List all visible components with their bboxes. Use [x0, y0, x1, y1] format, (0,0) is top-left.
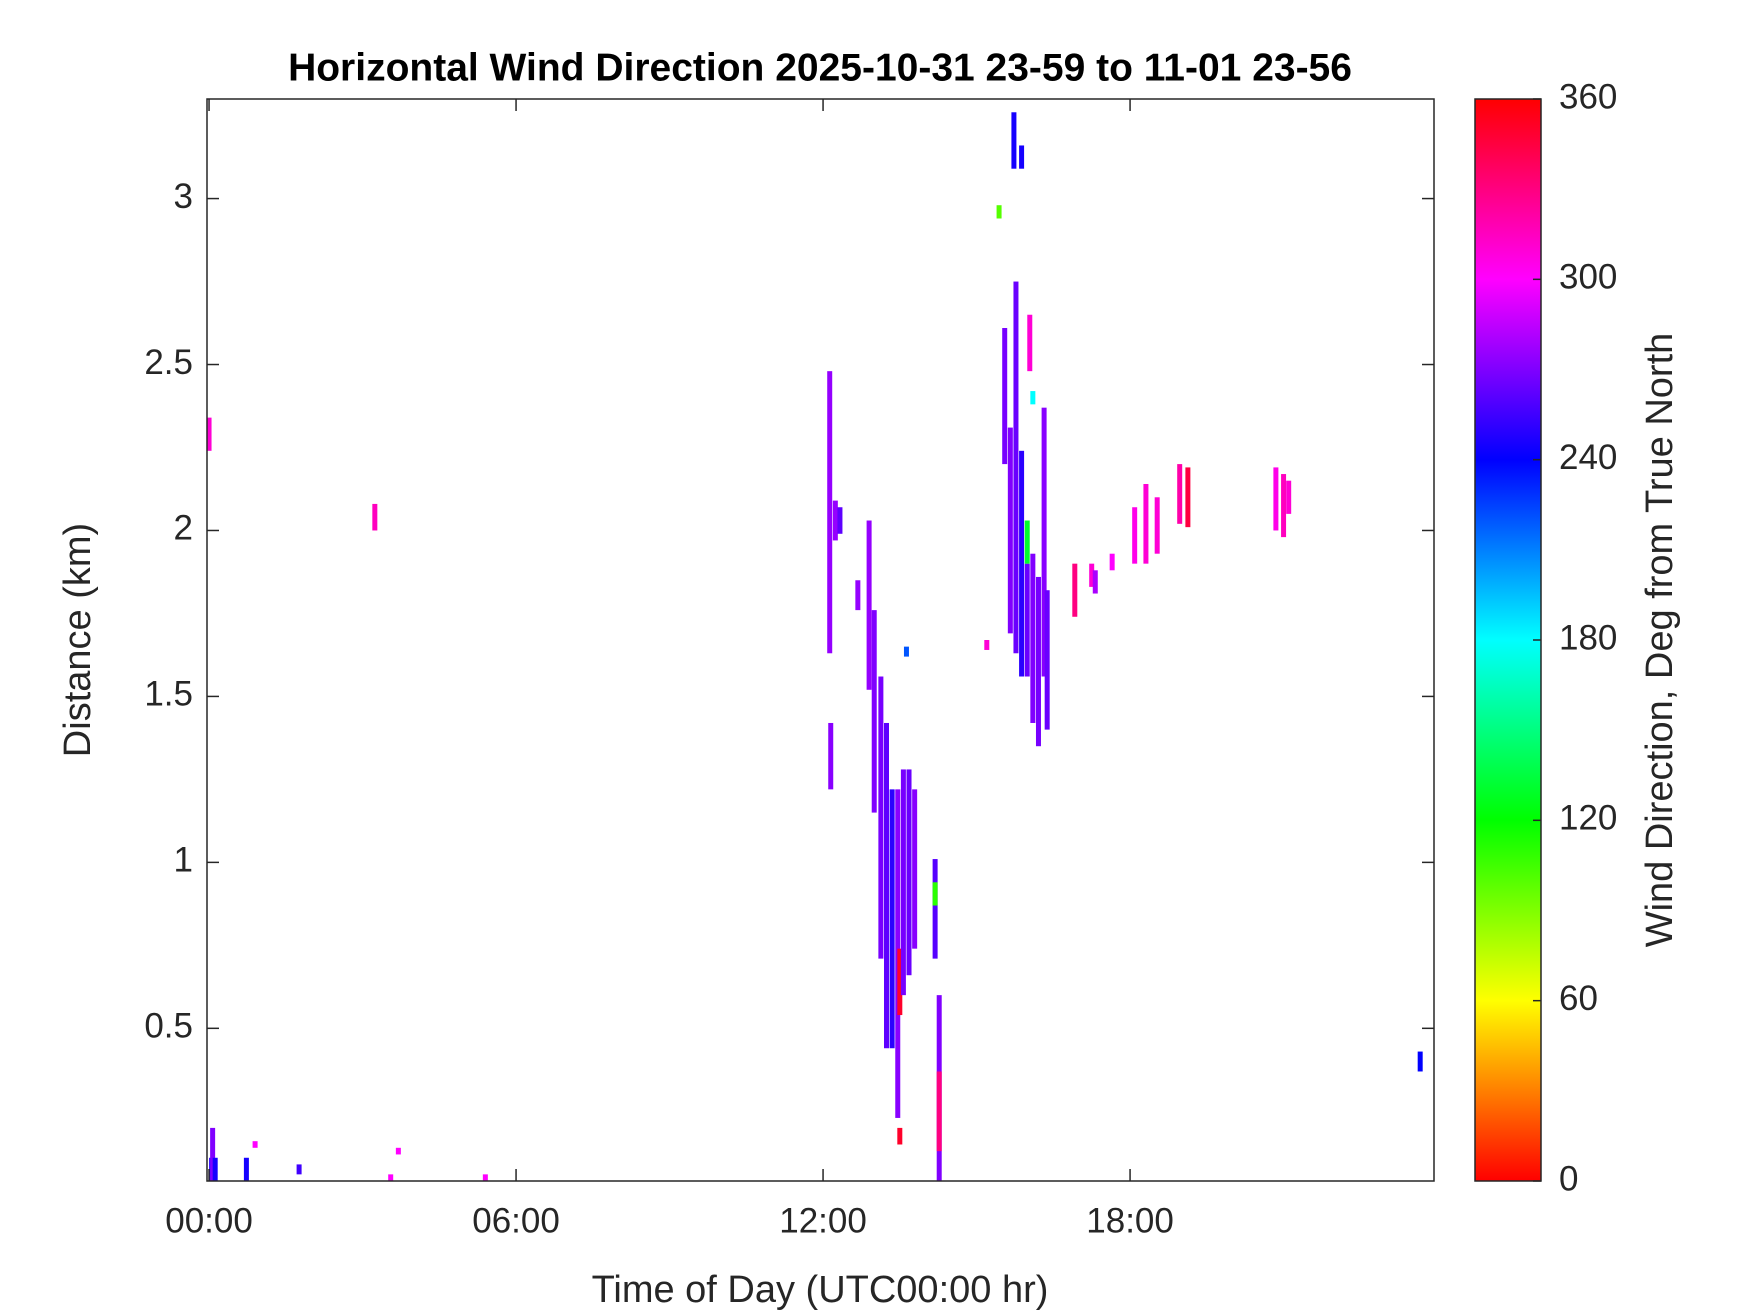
cell: [866, 520, 872, 690]
cell: [936, 1071, 942, 1152]
y-tick-label: 1.5: [144, 675, 193, 714]
cell: [206, 417, 212, 451]
cell: [828, 722, 834, 790]
cell: [1002, 328, 1008, 465]
cell: [1154, 497, 1160, 554]
y-tick-label: 2: [174, 509, 193, 548]
cell: [1027, 314, 1033, 372]
y-tick-label: 0.5: [144, 1007, 193, 1046]
cell: [1019, 450, 1025, 677]
colorbar-tick-label: 120: [1559, 799, 1617, 838]
x-axis-label: Time of Day (UTC00:00 hr): [592, 1269, 1049, 1311]
cell: [1072, 563, 1078, 617]
colorbar-tick-label: 0: [1559, 1159, 1578, 1198]
cell: [1092, 570, 1098, 594]
cell: [1030, 391, 1036, 405]
y-axis-label: Distance (km): [57, 523, 99, 757]
cell: [897, 1127, 903, 1145]
cell: [897, 948, 903, 1016]
y-tick-label: 1: [174, 841, 193, 880]
y-tick-label: 2.5: [144, 343, 193, 382]
cell: [1089, 563, 1095, 587]
chart-title: Horizontal Wind Direction 2025-10-31 23-…: [288, 46, 1352, 89]
colorbar-tick-label: 180: [1559, 618, 1617, 657]
cell: [388, 1174, 394, 1181]
cell: [889, 789, 895, 1049]
x-tick-label: 00:00: [165, 1201, 253, 1240]
cell: [1035, 576, 1041, 747]
colorbar-tick-label: 60: [1559, 979, 1598, 1018]
cell: [1011, 112, 1017, 169]
colorbar: [1474, 98, 1542, 1182]
cell: [900, 769, 906, 996]
cell: [296, 1164, 302, 1175]
cell: [1019, 145, 1025, 169]
cell: [1007, 427, 1013, 634]
cell: [1273, 467, 1279, 531]
colorbar-tick-label: 300: [1559, 258, 1617, 297]
cell: [212, 1157, 218, 1181]
cell: [1286, 480, 1292, 514]
cell: [1185, 467, 1191, 528]
cell: [871, 610, 877, 813]
cell: [210, 1127, 216, 1181]
cell: [837, 507, 843, 534]
cell: [1109, 553, 1115, 571]
cell: [1024, 520, 1030, 564]
cell: [827, 371, 833, 654]
cell: [903, 646, 909, 657]
cell: [1143, 484, 1149, 564]
cell: [1417, 1051, 1423, 1072]
cell: [855, 580, 861, 611]
colorbar-tick-label: 240: [1559, 438, 1617, 477]
y-tick-label: 3: [174, 177, 193, 216]
x-tick-label: 12:00: [779, 1201, 867, 1240]
cell: [1024, 563, 1030, 677]
cell: [482, 1174, 488, 1181]
plot-frame: [206, 98, 1435, 1182]
cell: [1044, 590, 1050, 730]
cell: [912, 789, 918, 949]
cell: [832, 500, 838, 541]
cell: [372, 503, 378, 531]
cell: [884, 722, 890, 1049]
cell: [1281, 474, 1287, 538]
cell: [1013, 281, 1019, 654]
colorbar-label: Wind Direction, Deg from True North: [1639, 333, 1681, 948]
cell: [252, 1141, 258, 1148]
cell: [906, 769, 912, 976]
cell: [932, 859, 938, 959]
cell: [1041, 407, 1047, 677]
x-tick-label: 06:00: [472, 1201, 560, 1240]
cell: [395, 1147, 401, 1155]
x-tick-label: 18:00: [1086, 1201, 1174, 1240]
cell: [1132, 507, 1138, 564]
cell: [1177, 464, 1183, 524]
cell: [932, 882, 938, 906]
cell: [243, 1157, 249, 1181]
cell: [1030, 553, 1036, 723]
cell: [984, 640, 990, 650]
cell: [878, 676, 884, 959]
colorbar-tick-label: 360: [1559, 77, 1617, 116]
cell: [996, 205, 1002, 219]
